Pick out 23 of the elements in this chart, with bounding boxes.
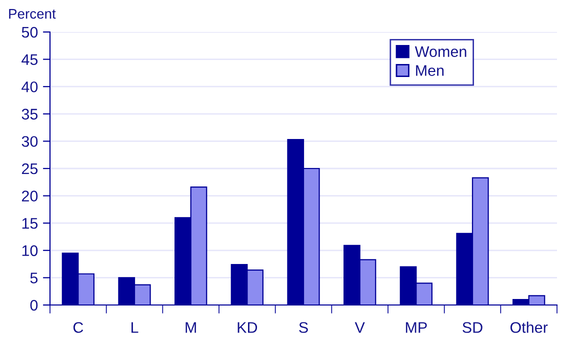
y-tick-label: 40: [22, 81, 38, 92]
y-tick-label: 50: [22, 26, 38, 38]
y-tick-label: 45: [22, 54, 38, 65]
x-tick-label: Other: [510, 322, 548, 333]
y-tick-label: 10: [22, 245, 38, 256]
y-tick-label: 30: [22, 136, 38, 147]
x-tick-label: M: [186, 322, 196, 333]
y-tick-label: 20: [22, 190, 38, 202]
y-tick-label: 0: [30, 300, 38, 311]
y-tick-label: 15: [22, 218, 38, 229]
x-tick-label: V: [354, 322, 365, 333]
y-axis-title: Percent: [9, 9, 56, 19]
y-tick-label: 35: [22, 108, 38, 120]
y-tick-label: 5: [30, 272, 38, 284]
x-tick-label: S: [299, 322, 308, 333]
x-tick-label: SD: [462, 322, 482, 333]
x-tick-label: C: [73, 322, 84, 333]
legend-label: Men: [416, 65, 444, 76]
y-tick-label: 25: [22, 163, 38, 174]
x-tick-label: L: [132, 322, 138, 333]
x-tick-label: KD: [238, 322, 258, 333]
x-tick-label: MP: [406, 322, 427, 333]
legend-label: Women: [414, 46, 466, 58]
